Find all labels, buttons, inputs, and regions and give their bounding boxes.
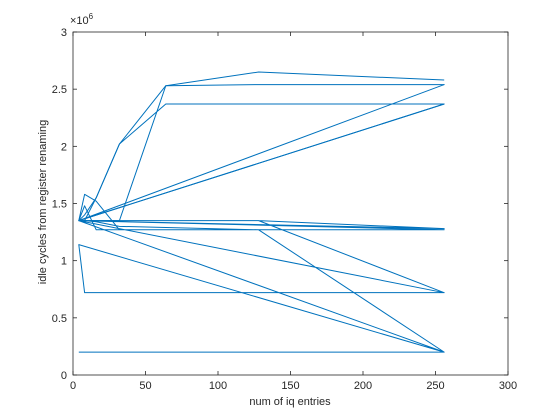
y-tick-label: 2.5 — [52, 84, 67, 96]
y-exponent-power: 6 — [89, 12, 94, 21]
x-tick-label: 150 — [281, 380, 299, 392]
series-lines — [78, 71, 445, 353]
y-exponent-base: ×10 — [70, 15, 89, 27]
x-tick-label: 50 — [139, 380, 151, 392]
x-axis-label: num of iq entries — [249, 396, 331, 408]
y-tick-label: 2 — [61, 141, 67, 153]
x-tick-label: 100 — [209, 380, 227, 392]
y-tick-label: 3 — [61, 27, 67, 39]
x-tick-label: 300 — [499, 380, 517, 392]
x-tick-label: 250 — [426, 380, 444, 392]
y-axis-label: idle cycles from register renaming — [37, 120, 49, 284]
series-line-0 — [78, 71, 445, 353]
y-tick-label: 1.5 — [52, 199, 67, 211]
ticks: 0 50 100 150 200 250 300 0 0.5 1 1.5 2 2.5 3 — [52, 27, 517, 392]
y-tick-label: 1 — [61, 256, 67, 268]
plot-frame — [72, 31, 509, 376]
y-exponent-label: ×106 — [70, 12, 94, 27]
y-tick-label: 0.5 — [52, 313, 67, 325]
series-line-2 — [78, 84, 445, 222]
y-tick-label: 0 — [61, 370, 67, 382]
x-tick-label: 0 — [70, 380, 76, 392]
axes — [72, 31, 509, 376]
x-tick-label: 200 — [354, 380, 372, 392]
